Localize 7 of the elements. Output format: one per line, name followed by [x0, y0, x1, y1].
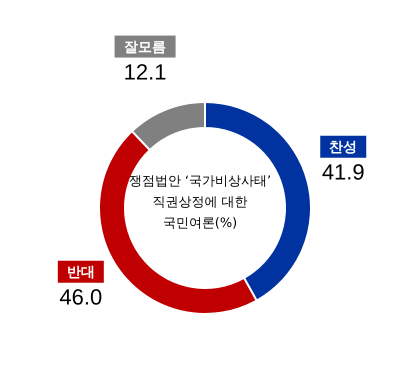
slice-label: 잘모름	[124, 40, 166, 56]
slice-label: 찬성	[329, 140, 358, 156]
data-label: 46.0	[59, 284, 102, 310]
data-label: 12.1	[124, 60, 166, 85]
slice-label: 반대	[66, 264, 95, 281]
text: 쟁점법안 ‘국가비상사태’ 직권상정에 대한 국민여론(%)	[128, 173, 272, 233]
data-label: 41.9	[322, 160, 365, 185]
